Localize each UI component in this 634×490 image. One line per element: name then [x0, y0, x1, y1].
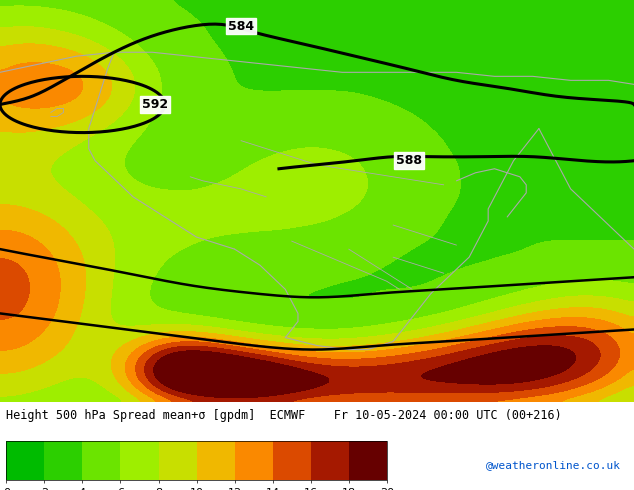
Text: @weatheronline.co.uk: @weatheronline.co.uk	[486, 461, 621, 470]
Text: 592: 592	[142, 98, 169, 111]
Text: 588: 588	[396, 154, 422, 167]
Text: 584: 584	[228, 20, 254, 33]
Text: Height 500 hPa Spread mean+σ [gpdm]  ECMWF    Fr 10-05-2024 00:00 UTC (00+216): Height 500 hPa Spread mean+σ [gpdm] ECMW…	[6, 409, 562, 422]
